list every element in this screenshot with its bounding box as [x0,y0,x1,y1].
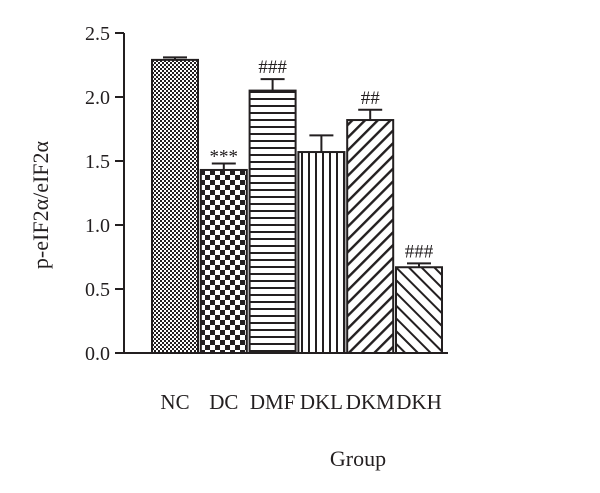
bars: ***######## [151,56,443,355]
x-axis-title: Group [330,446,386,471]
bar-dkh [395,266,443,354]
bar-dc [199,168,248,354]
x-tick-label-nc: NC [160,390,189,414]
bar-nc [151,58,199,354]
y-axis-title: p-eIF2α/eIF2α [28,140,53,269]
bar-dkl [297,151,346,354]
y-axis: 0.0 0.5 1.0 1.5 2.0 2.5 [85,23,125,365]
y-tick-label: 1.0 [85,215,110,237]
x-tick-label-dkh: DKH [396,390,442,414]
x-tick-label-dc: DC [209,390,238,414]
bar-dmf [248,89,297,354]
x-tick-label-dmf: DMF [250,390,296,414]
significance-dc: *** [210,147,239,168]
y-tick-label: 2.5 [85,23,110,45]
significance-dmf: ### [258,57,287,78]
significance-dkh: ### [405,241,434,262]
y-tick-label: 1.5 [85,151,110,173]
x-tick-label-dkm: DKM [346,390,395,414]
y-tick-label: 2.0 [85,87,110,109]
bar-dkm [346,119,395,355]
category-labels: NC DC DMF DKL DKM DKH [160,390,441,414]
x-tick-label-dkl: DKL [300,390,343,414]
y-tick-label: 0.5 [85,279,110,301]
y-tick-label: 0.0 [85,343,110,365]
significance-dkm: ## [361,88,381,109]
